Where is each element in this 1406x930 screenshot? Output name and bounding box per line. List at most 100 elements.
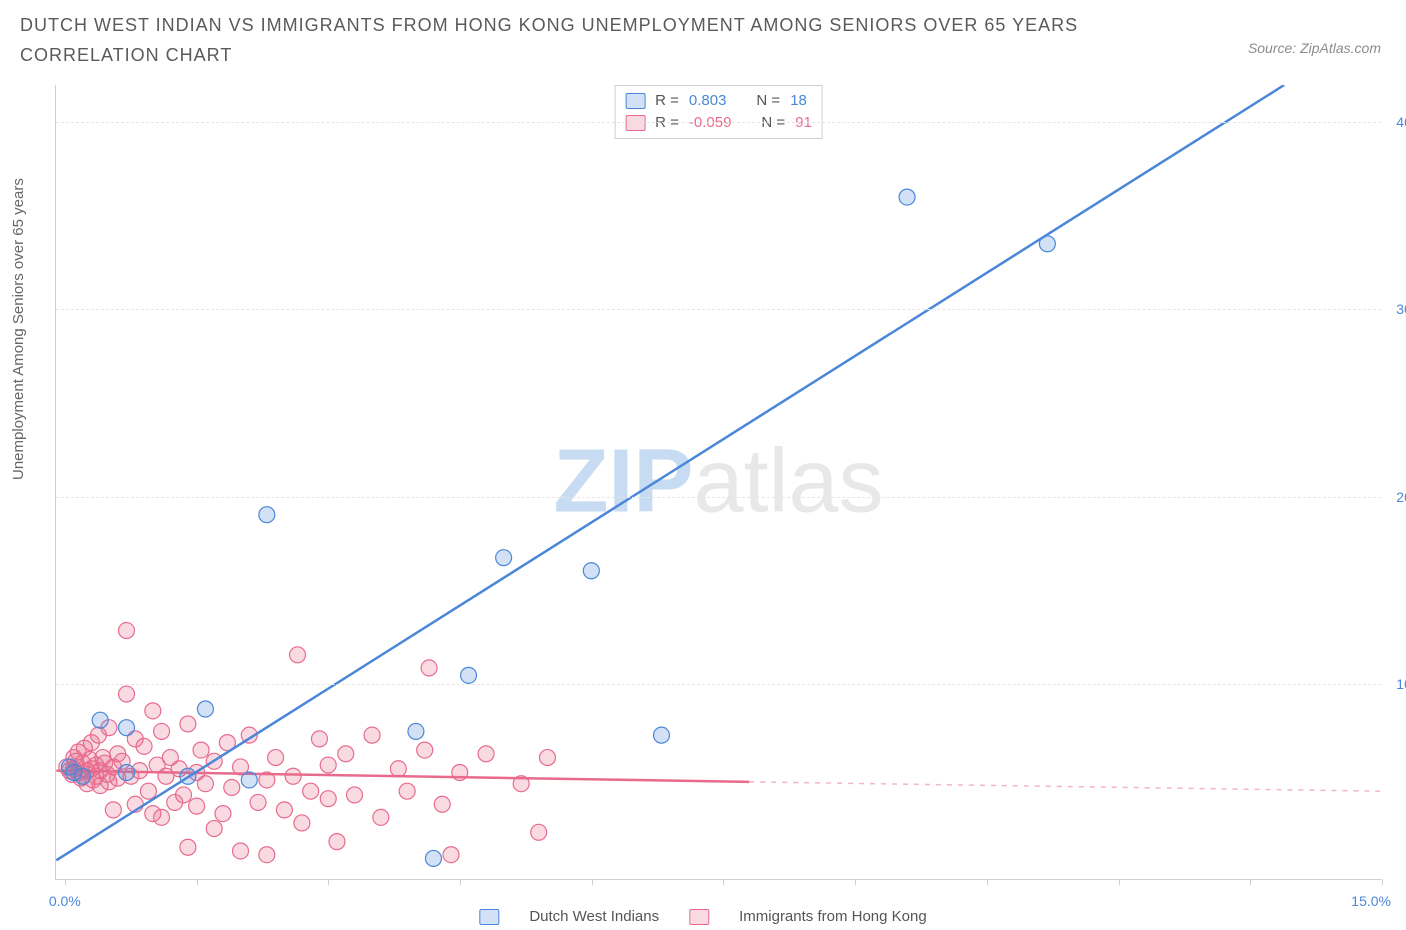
data-point [154, 809, 170, 825]
x-tick [65, 879, 66, 885]
data-point [119, 686, 135, 702]
source-label: Source: ZipAtlas.com [1248, 40, 1381, 56]
data-point [140, 783, 156, 799]
r-value-0: 0.803 [689, 90, 727, 112]
data-point [531, 824, 547, 840]
chart-svg [56, 85, 1381, 879]
data-point [434, 796, 450, 812]
data-point [320, 757, 336, 773]
data-point [478, 746, 494, 762]
data-point [189, 798, 205, 814]
data-point [539, 750, 555, 766]
x-tick [1250, 879, 1251, 885]
data-point [290, 647, 306, 663]
data-point [145, 703, 161, 719]
y-tick-label: 40.0% [1396, 114, 1406, 130]
x-tick-label-max: 15.0% [1351, 893, 1391, 909]
data-point [259, 772, 275, 788]
data-point [408, 723, 424, 739]
x-tick [855, 879, 856, 885]
n-value-0: 18 [790, 90, 807, 112]
data-point [241, 772, 257, 788]
data-point [654, 727, 670, 743]
data-point [1039, 236, 1055, 252]
data-point [119, 623, 135, 639]
data-point [461, 667, 477, 683]
data-point [421, 660, 437, 676]
n-label-0: N = [756, 90, 780, 112]
data-point [899, 189, 915, 205]
data-point [197, 776, 213, 792]
data-point [364, 727, 380, 743]
data-point [259, 507, 275, 523]
trend-line-0 [56, 85, 1284, 860]
data-point [268, 750, 284, 766]
data-point [180, 716, 196, 732]
plot-area: ZIPatlas R = 0.803 N = 18 R = -0.059 N =… [55, 85, 1381, 880]
x-tick [592, 879, 593, 885]
y-tick-label: 20.0% [1396, 489, 1406, 505]
data-point [250, 794, 266, 810]
y-axis-label: Unemployment Among Seniors over 65 years [10, 178, 27, 480]
gridline [56, 122, 1381, 123]
series-legend: Dutch West Indians Immigrants from Hong … [479, 908, 926, 925]
x-tick [1382, 879, 1383, 885]
gridline [56, 309, 1381, 310]
data-point [105, 802, 121, 818]
data-point [136, 738, 152, 754]
data-point [224, 779, 240, 795]
data-point [233, 843, 249, 859]
data-point [347, 787, 363, 803]
data-point [215, 806, 231, 822]
data-point [176, 787, 192, 803]
data-point [443, 847, 459, 863]
data-point [294, 815, 310, 831]
data-point [399, 783, 415, 799]
r-label-0: R = [655, 90, 679, 112]
data-point [417, 742, 433, 758]
data-point [425, 850, 441, 866]
data-point [119, 765, 135, 781]
data-point [390, 761, 406, 777]
trend-line-dash-1 [749, 782, 1380, 791]
data-point [197, 701, 213, 717]
data-point [329, 834, 345, 850]
series-swatch-0 [479, 909, 499, 925]
correlation-legend: R = 0.803 N = 18 R = -0.059 N = 91 [614, 85, 823, 139]
chart-title: DUTCH WEST INDIAN VS IMMIGRANTS FROM HON… [20, 10, 1120, 70]
data-point [311, 731, 327, 747]
x-tick [723, 879, 724, 885]
data-point [583, 563, 599, 579]
data-point [496, 550, 512, 566]
gridline [56, 684, 1381, 685]
data-point [320, 791, 336, 807]
y-tick-label: 30.0% [1396, 301, 1406, 317]
x-tick [197, 879, 198, 885]
data-point [452, 765, 468, 781]
data-point [513, 776, 529, 792]
data-point [276, 802, 292, 818]
x-tick [460, 879, 461, 885]
series-swatch-1 [689, 909, 709, 925]
legend-row-0: R = 0.803 N = 18 [625, 90, 812, 112]
data-point [92, 712, 108, 728]
data-point [303, 783, 319, 799]
data-point [180, 768, 196, 784]
y-tick-label: 10.0% [1396, 676, 1406, 692]
data-point [180, 839, 196, 855]
data-point [206, 821, 222, 837]
data-point [285, 768, 301, 784]
data-point [193, 742, 209, 758]
legend-swatch-0 [625, 93, 645, 109]
data-point [259, 847, 275, 863]
x-tick [1119, 879, 1120, 885]
data-point [119, 720, 135, 736]
chart-container: DUTCH WEST INDIAN VS IMMIGRANTS FROM HON… [0, 0, 1406, 930]
series-label-1: Immigrants from Hong Kong [739, 908, 927, 925]
data-point [75, 768, 91, 784]
x-tick [987, 879, 988, 885]
x-tick [328, 879, 329, 885]
data-point [154, 723, 170, 739]
gridline [56, 497, 1381, 498]
data-point [338, 746, 354, 762]
